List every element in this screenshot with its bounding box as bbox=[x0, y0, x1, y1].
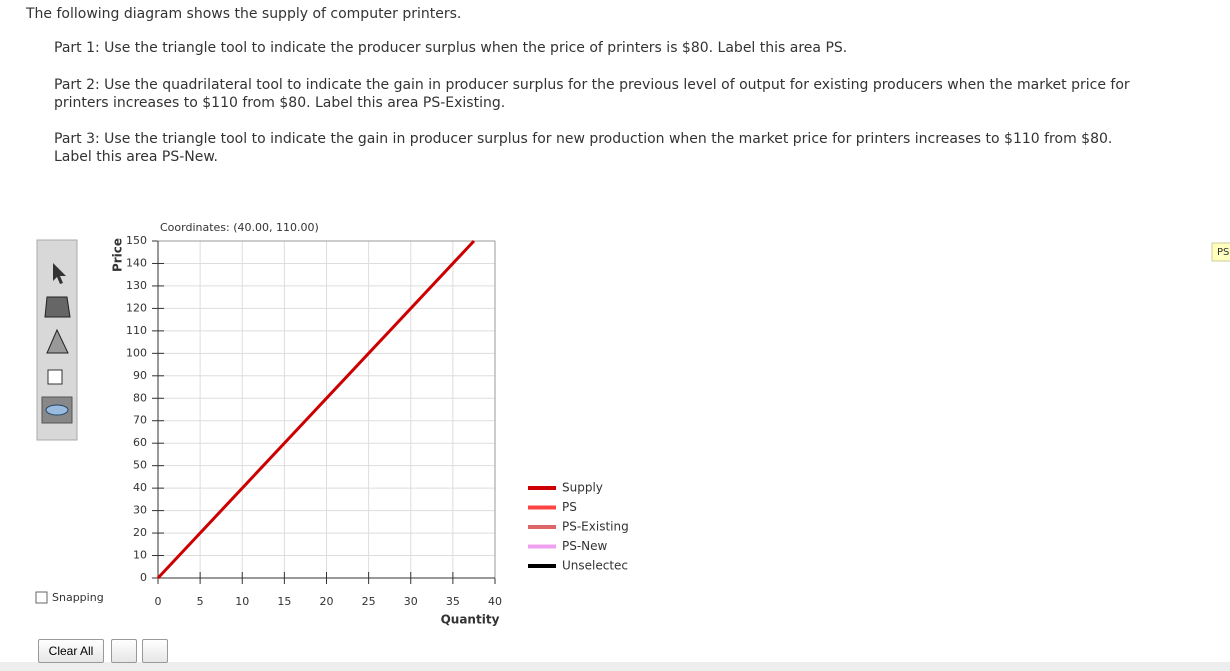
quad-tool[interactable] bbox=[44, 296, 71, 318]
y-tick-label: 140 bbox=[126, 256, 147, 269]
x-tick-label: 0 bbox=[155, 595, 162, 608]
x-tick-label: 25 bbox=[362, 595, 376, 608]
y-tick-label: 20 bbox=[133, 526, 147, 539]
x-tick-label: 35 bbox=[446, 595, 460, 608]
supply-line bbox=[156, 239, 476, 580]
part: Part 1: Use the triangle tool to indicat… bbox=[54, 40, 848, 56]
label-tool[interactable] bbox=[47, 369, 63, 385]
y-tick-label: 70 bbox=[133, 414, 147, 427]
y-tick-label: 10 bbox=[133, 549, 147, 562]
y-tick-label: 120 bbox=[126, 301, 147, 314]
coordinates: Coordinates: (40.00, 110.00) bbox=[160, 221, 319, 234]
part: Part 3: Use the triangle tool to indicat… bbox=[54, 131, 1113, 165]
intro: The following diagram shows the supply o… bbox=[26, 6, 462, 22]
x-axis-label: Quantity bbox=[441, 613, 500, 627]
toolbar bbox=[36, 239, 78, 441]
x-tick-label: 30 bbox=[404, 595, 418, 608]
y-tick-label: 130 bbox=[126, 279, 147, 292]
part: Part 2: Use the quadrilateral tool to in… bbox=[54, 77, 1130, 111]
legend-label: Unselectec bbox=[562, 559, 628, 573]
y-tick-label: 0 bbox=[140, 571, 147, 584]
x-tick-label: 40 bbox=[488, 595, 502, 608]
undo-button[interactable] bbox=[111, 639, 137, 663]
x-tick-label: 20 bbox=[320, 595, 334, 608]
y-tick-label: 100 bbox=[126, 346, 147, 359]
footer-band bbox=[0, 662, 1230, 671]
snapping-checkbox[interactable] bbox=[35, 591, 48, 604]
ps-tag[interactable] bbox=[1211, 242, 1230, 262]
redo-button[interactable] bbox=[142, 639, 168, 663]
pointer-tool[interactable] bbox=[53, 263, 66, 284]
snapping-label: Snapping bbox=[52, 591, 104, 604]
y-tick-label: 50 bbox=[133, 459, 147, 472]
x-tick-label: 15 bbox=[277, 595, 291, 608]
x-tick-label: 10 bbox=[235, 595, 249, 608]
ps-tag-text: PS bbox=[1217, 247, 1229, 258]
legend-label: PS-New bbox=[562, 539, 608, 553]
y-tick-label: 60 bbox=[133, 436, 147, 449]
y-tick-label: 150 bbox=[126, 234, 147, 247]
y-tick-label: 30 bbox=[133, 504, 147, 517]
x-tick-label: 5 bbox=[197, 595, 204, 608]
legend-label: PS-Existing bbox=[562, 520, 629, 534]
legend-label: Supply bbox=[562, 481, 603, 495]
eraser-icon bbox=[45, 404, 69, 416]
clear-all-button[interactable]: Clear All bbox=[38, 639, 104, 663]
y-axis-label: Price bbox=[111, 238, 125, 272]
y-tick-label: 80 bbox=[133, 391, 147, 404]
y-tick-label: 40 bbox=[133, 481, 147, 494]
y-tick-label: 110 bbox=[126, 324, 147, 337]
legend-label: PS bbox=[562, 500, 577, 514]
y-tick-label: 90 bbox=[133, 369, 147, 382]
triangle-tool[interactable] bbox=[46, 328, 69, 354]
